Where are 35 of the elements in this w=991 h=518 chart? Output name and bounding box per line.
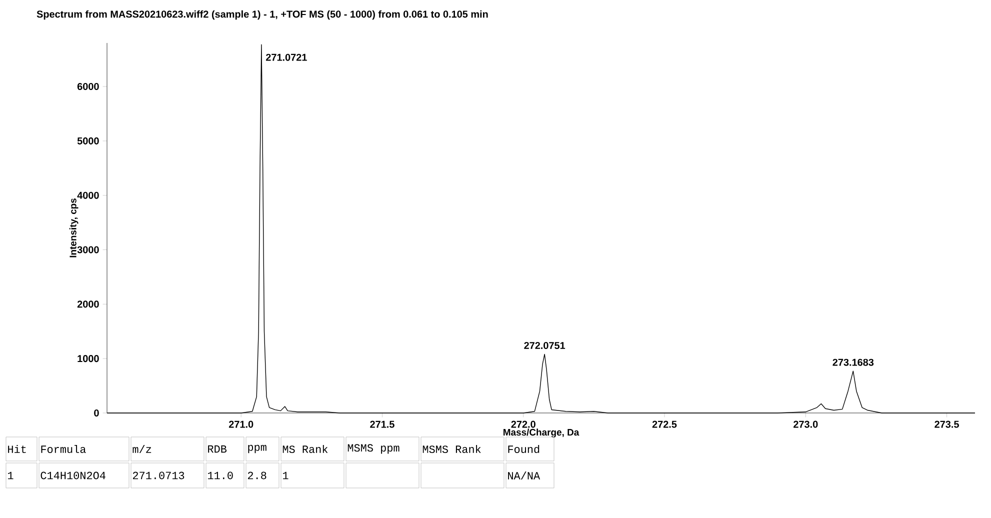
text: 1 — [8, 472, 14, 480]
text: ppm — [248, 444, 266, 454]
annotation: 273.1683 — [832, 358, 874, 366]
x-tick-label: 273.5 — [934, 420, 959, 428]
y-tick-label: 1000 — [78, 355, 99, 362]
text: NA/NA — [508, 471, 540, 480]
y-tick-label: 0 — [94, 409, 99, 417]
y-tick-label: 5000 — [77, 137, 99, 144]
text: m/z — [132, 444, 152, 454]
text: 271.0713 — [132, 472, 184, 480]
x-tick-label: 271.0 — [228, 420, 254, 428]
annotation: 271.0721 — [266, 54, 307, 61]
y-axis-title: Intensity, cps — [69, 198, 78, 258]
y-tick-label: 3000 — [77, 246, 99, 254]
text: 1 — [283, 472, 288, 480]
chart-title: Spectrum from MASS20210623.wiff2 (sample 1) - 1, +TOF MS (50 - 1000) from 0.061 to 0.105 min — [36, 10, 488, 20]
text: 11.0 — [208, 472, 233, 480]
y-tick-label: 4000 — [77, 192, 99, 199]
annotation: 272.0751 — [524, 342, 566, 350]
y-tick-label: 2000 — [77, 300, 99, 308]
text: Formula — [41, 444, 86, 454]
x-tick-label: 272.0 — [511, 420, 536, 428]
text: MSMS Rank — [422, 444, 481, 454]
text: Hit — [8, 444, 26, 453]
text: Found — [508, 444, 540, 454]
text: 2.8 — [248, 472, 266, 480]
y-tick-label: 6000 — [77, 82, 99, 90]
x-tick-label: 272.5 — [652, 420, 677, 428]
text: RDB — [208, 445, 227, 453]
text: C14H10N2O4 — [40, 472, 106, 480]
text: MSMS ppm — [348, 444, 400, 454]
x-tick-label: 273.0 — [794, 420, 818, 428]
x-tick-label: 271.5 — [370, 420, 394, 428]
x-axis-title: Mass/Charge, Da — [504, 428, 580, 438]
text: MS Rank — [282, 444, 328, 454]
